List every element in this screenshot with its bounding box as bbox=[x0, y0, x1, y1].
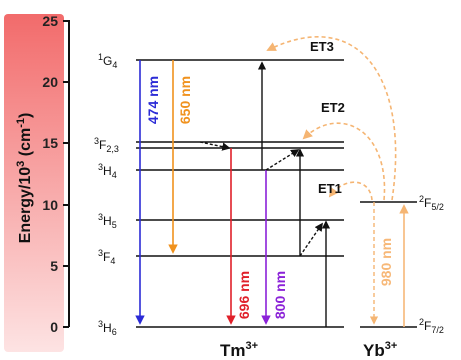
emission-arrows bbox=[135, 60, 271, 325]
tm-upconversion-arrows bbox=[199, 61, 331, 327]
et3-curve bbox=[266, 36, 397, 201]
level-label-3H5: 3H5 bbox=[98, 212, 117, 230]
emission-label-650: 650 nm bbox=[177, 76, 193, 124]
level-label-3H4: 3H4 bbox=[98, 162, 117, 180]
et1-curve bbox=[328, 181, 373, 201]
tm-level-labels: 3H6 3F4 3H5 3H4 3F2,3 1G4 bbox=[94, 52, 119, 337]
axis-tick-labels: 0 5 10 15 20 25 bbox=[42, 13, 58, 335]
tick-label: 15 bbox=[42, 135, 58, 151]
tick-label: 25 bbox=[42, 13, 58, 29]
yb-levels bbox=[360, 201, 417, 328]
emission-label-800: 800 nm bbox=[272, 271, 288, 319]
emission-label-696: 696 nm bbox=[236, 271, 252, 319]
et2-curve bbox=[302, 122, 386, 201]
relax-arrow-2 bbox=[265, 149, 300, 171]
excitation-label-980: 980 nm bbox=[378, 238, 394, 286]
yb-level-labels: 2F5/2 2F7/2 bbox=[419, 194, 444, 335]
tm-levels bbox=[136, 59, 344, 328]
relax-arrow-3 bbox=[199, 141, 231, 151]
axis-ticks bbox=[63, 20, 69, 328]
emission-labels: 474 nm 650 nm 696 nm 800 nm bbox=[145, 76, 288, 319]
energy-transfer-labels: ET1 ET2 ET3 bbox=[310, 39, 345, 196]
relax-arrow-1 bbox=[299, 222, 323, 257]
et2-label: ET2 bbox=[321, 100, 345, 115]
tm-ion-label: Tm3+ bbox=[220, 340, 258, 360]
emission-label-474: 474 nm bbox=[145, 76, 161, 124]
tick-label: 5 bbox=[50, 258, 58, 274]
level-label-2F5/2: 2F5/2 bbox=[419, 194, 444, 212]
level-label-2F7/2: 2F7/2 bbox=[419, 317, 444, 335]
tick-label: 20 bbox=[42, 74, 58, 90]
energy-transfer-curves bbox=[266, 36, 397, 201]
tick-label: 10 bbox=[42, 197, 58, 213]
level-label-3F2,3: 3F2,3 bbox=[94, 136, 119, 154]
tick-label: 0 bbox=[50, 319, 58, 335]
axis-background-bar bbox=[4, 14, 64, 352]
et1-label: ET1 bbox=[318, 181, 342, 196]
yb-ion-label: Yb3+ bbox=[363, 340, 397, 360]
et3-label: ET3 bbox=[310, 39, 334, 54]
level-label-3F4: 3F4 bbox=[98, 248, 115, 266]
energy-axis-title: Energy/103 (cm-1) bbox=[15, 113, 34, 244]
level-label-3H6: 3H6 bbox=[98, 319, 117, 337]
level-label-1G4: 1G4 bbox=[98, 52, 117, 70]
